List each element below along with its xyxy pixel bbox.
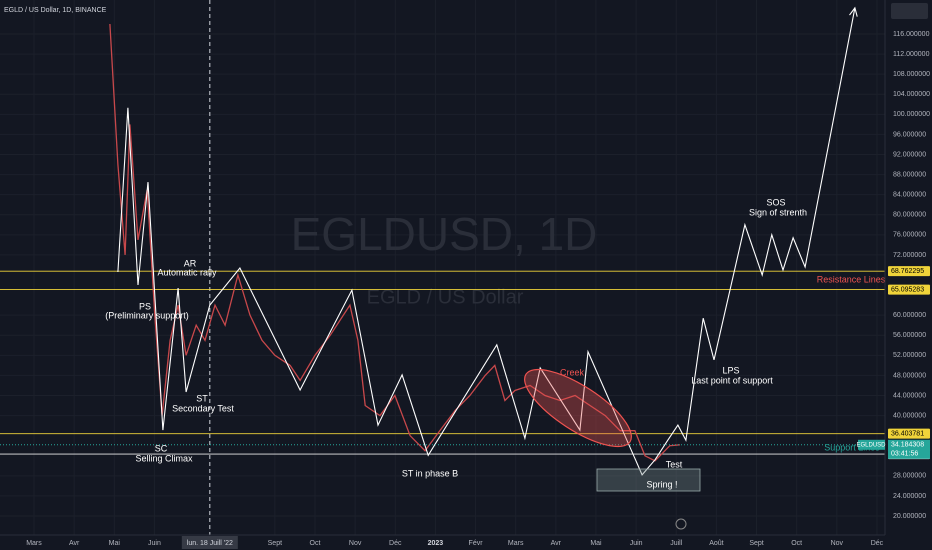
y-tick-label: 24.000000	[893, 493, 926, 500]
annotation: Spring !	[646, 479, 677, 489]
tag-box	[858, 439, 885, 450]
y-tick-label: 116.000000	[893, 31, 930, 38]
y-tick-label: 52.000000	[893, 352, 926, 359]
annotation: SC	[155, 443, 168, 453]
x-tick-label: Juin	[630, 540, 643, 547]
y-tick-label: 76.000000	[893, 232, 926, 239]
y-tick-label: 28.000000	[893, 473, 926, 480]
annotation: Support Lines	[824, 442, 880, 452]
level-label: 36.403781	[891, 430, 924, 437]
crosshair-label-box	[181, 536, 238, 549]
crosshair-label: lun. 18 Juill '22	[187, 540, 233, 547]
x-tick-label: Avr	[551, 540, 562, 547]
last-price-label: 34.184308	[891, 442, 924, 449]
plot	[0, 0, 885, 535]
annotation: Sign of strenth	[749, 207, 807, 217]
last-price-box	[888, 439, 930, 459]
x-tick-label: Juill	[670, 540, 683, 547]
y-tick-label: 104.000000	[893, 91, 930, 98]
x-tick-label: Oct	[791, 540, 802, 547]
x-tick-label: 2023	[428, 540, 444, 547]
price-line	[109, 23, 680, 462]
x-tick-label: Mai	[590, 540, 602, 547]
annotation: Test	[666, 459, 683, 469]
y-tick-label: 96.000000	[893, 131, 926, 138]
x-tick-label: Nov	[349, 540, 362, 547]
y-tick-label: 20.000000	[893, 513, 926, 520]
y-tick-label: 40.000000	[893, 412, 926, 419]
x-tick-label: Juin	[148, 540, 161, 547]
countdown: 03:41:56	[891, 451, 918, 458]
y-tick-label: 48.000000	[893, 372, 926, 379]
replay-icon[interactable]	[675, 518, 687, 530]
x-tick-label: Mars	[508, 540, 524, 547]
annotation: AR	[184, 258, 197, 268]
x-tick-label: Sept	[749, 540, 763, 547]
spring-box	[596, 468, 701, 492]
annotation: PS	[139, 301, 151, 311]
y-tick-label: 80.000000	[893, 212, 926, 219]
tag: EGLDUSD	[856, 442, 886, 448]
axes: 20.000000 24.000000 28.000000 40.000000 44.0…	[26, 31, 930, 549]
annotation: Last point of support	[691, 375, 773, 385]
y-tick-label: 44.000000	[893, 392, 926, 399]
level-label-box	[888, 428, 930, 439]
annotation: Creek	[560, 367, 585, 377]
y-tick-label: 92.000000	[893, 151, 926, 158]
projection-line	[117, 7, 856, 476]
y-tick-label: 60.000000	[893, 312, 926, 319]
annotation: LPS	[722, 365, 739, 375]
settings-button[interactable]	[891, 3, 928, 19]
y-tick-label: 108.000000	[893, 71, 930, 78]
x-tick-label: Nov	[831, 540, 844, 547]
x-tick-label: Févr	[469, 540, 484, 547]
x-tick-label: Avr	[69, 540, 80, 547]
arrowhead	[849, 6, 858, 17]
x-tick-label: Mai	[109, 540, 121, 547]
annotation: Resistance Lines	[817, 274, 886, 284]
creek-ellipse	[524, 368, 632, 448]
annotation: ST in phase B	[402, 468, 458, 478]
level-label-box	[888, 284, 930, 295]
y-tick-label: 88.000000	[893, 171, 926, 178]
level-label: 68.762295	[891, 268, 924, 275]
annotations: AR Automatic rally PS (Preliminary suppo…	[105, 197, 886, 489]
annotation: Automatic rally	[157, 267, 217, 277]
annotation: SOS	[766, 197, 785, 207]
x-tick-label: Mars	[26, 540, 42, 547]
watermark-name: EGLD / US Dollar	[367, 286, 524, 308]
x-tick-label: Août	[709, 540, 723, 547]
y-tick-label: 84.000000	[893, 192, 926, 199]
annotation: (Preliminary support)	[105, 310, 189, 320]
y-tick-label: 72.000000	[893, 252, 926, 259]
level-label-box	[888, 266, 930, 277]
annotation: Secondary Test	[172, 403, 234, 413]
grid	[0, 0, 885, 535]
watermark-symbol: EGLDUSD, 1D	[291, 208, 598, 260]
y-tick-label: 56.000000	[893, 332, 926, 339]
x-tick-label: Sept	[268, 540, 282, 547]
x-tick-label: Déc	[871, 540, 884, 547]
annotation: ST	[196, 393, 208, 403]
x-tick-label: Déc	[389, 540, 402, 547]
y-tick-label: 112.000000	[893, 51, 930, 58]
x-tick-label: Oct	[310, 540, 321, 547]
y-tick-label: 100.000000	[893, 111, 930, 118]
header: EGLD / US Dollar, 1D, BINANCE	[4, 7, 107, 14]
annotation: Selling Climax	[135, 453, 193, 463]
level-label: 65.095283	[891, 286, 924, 293]
